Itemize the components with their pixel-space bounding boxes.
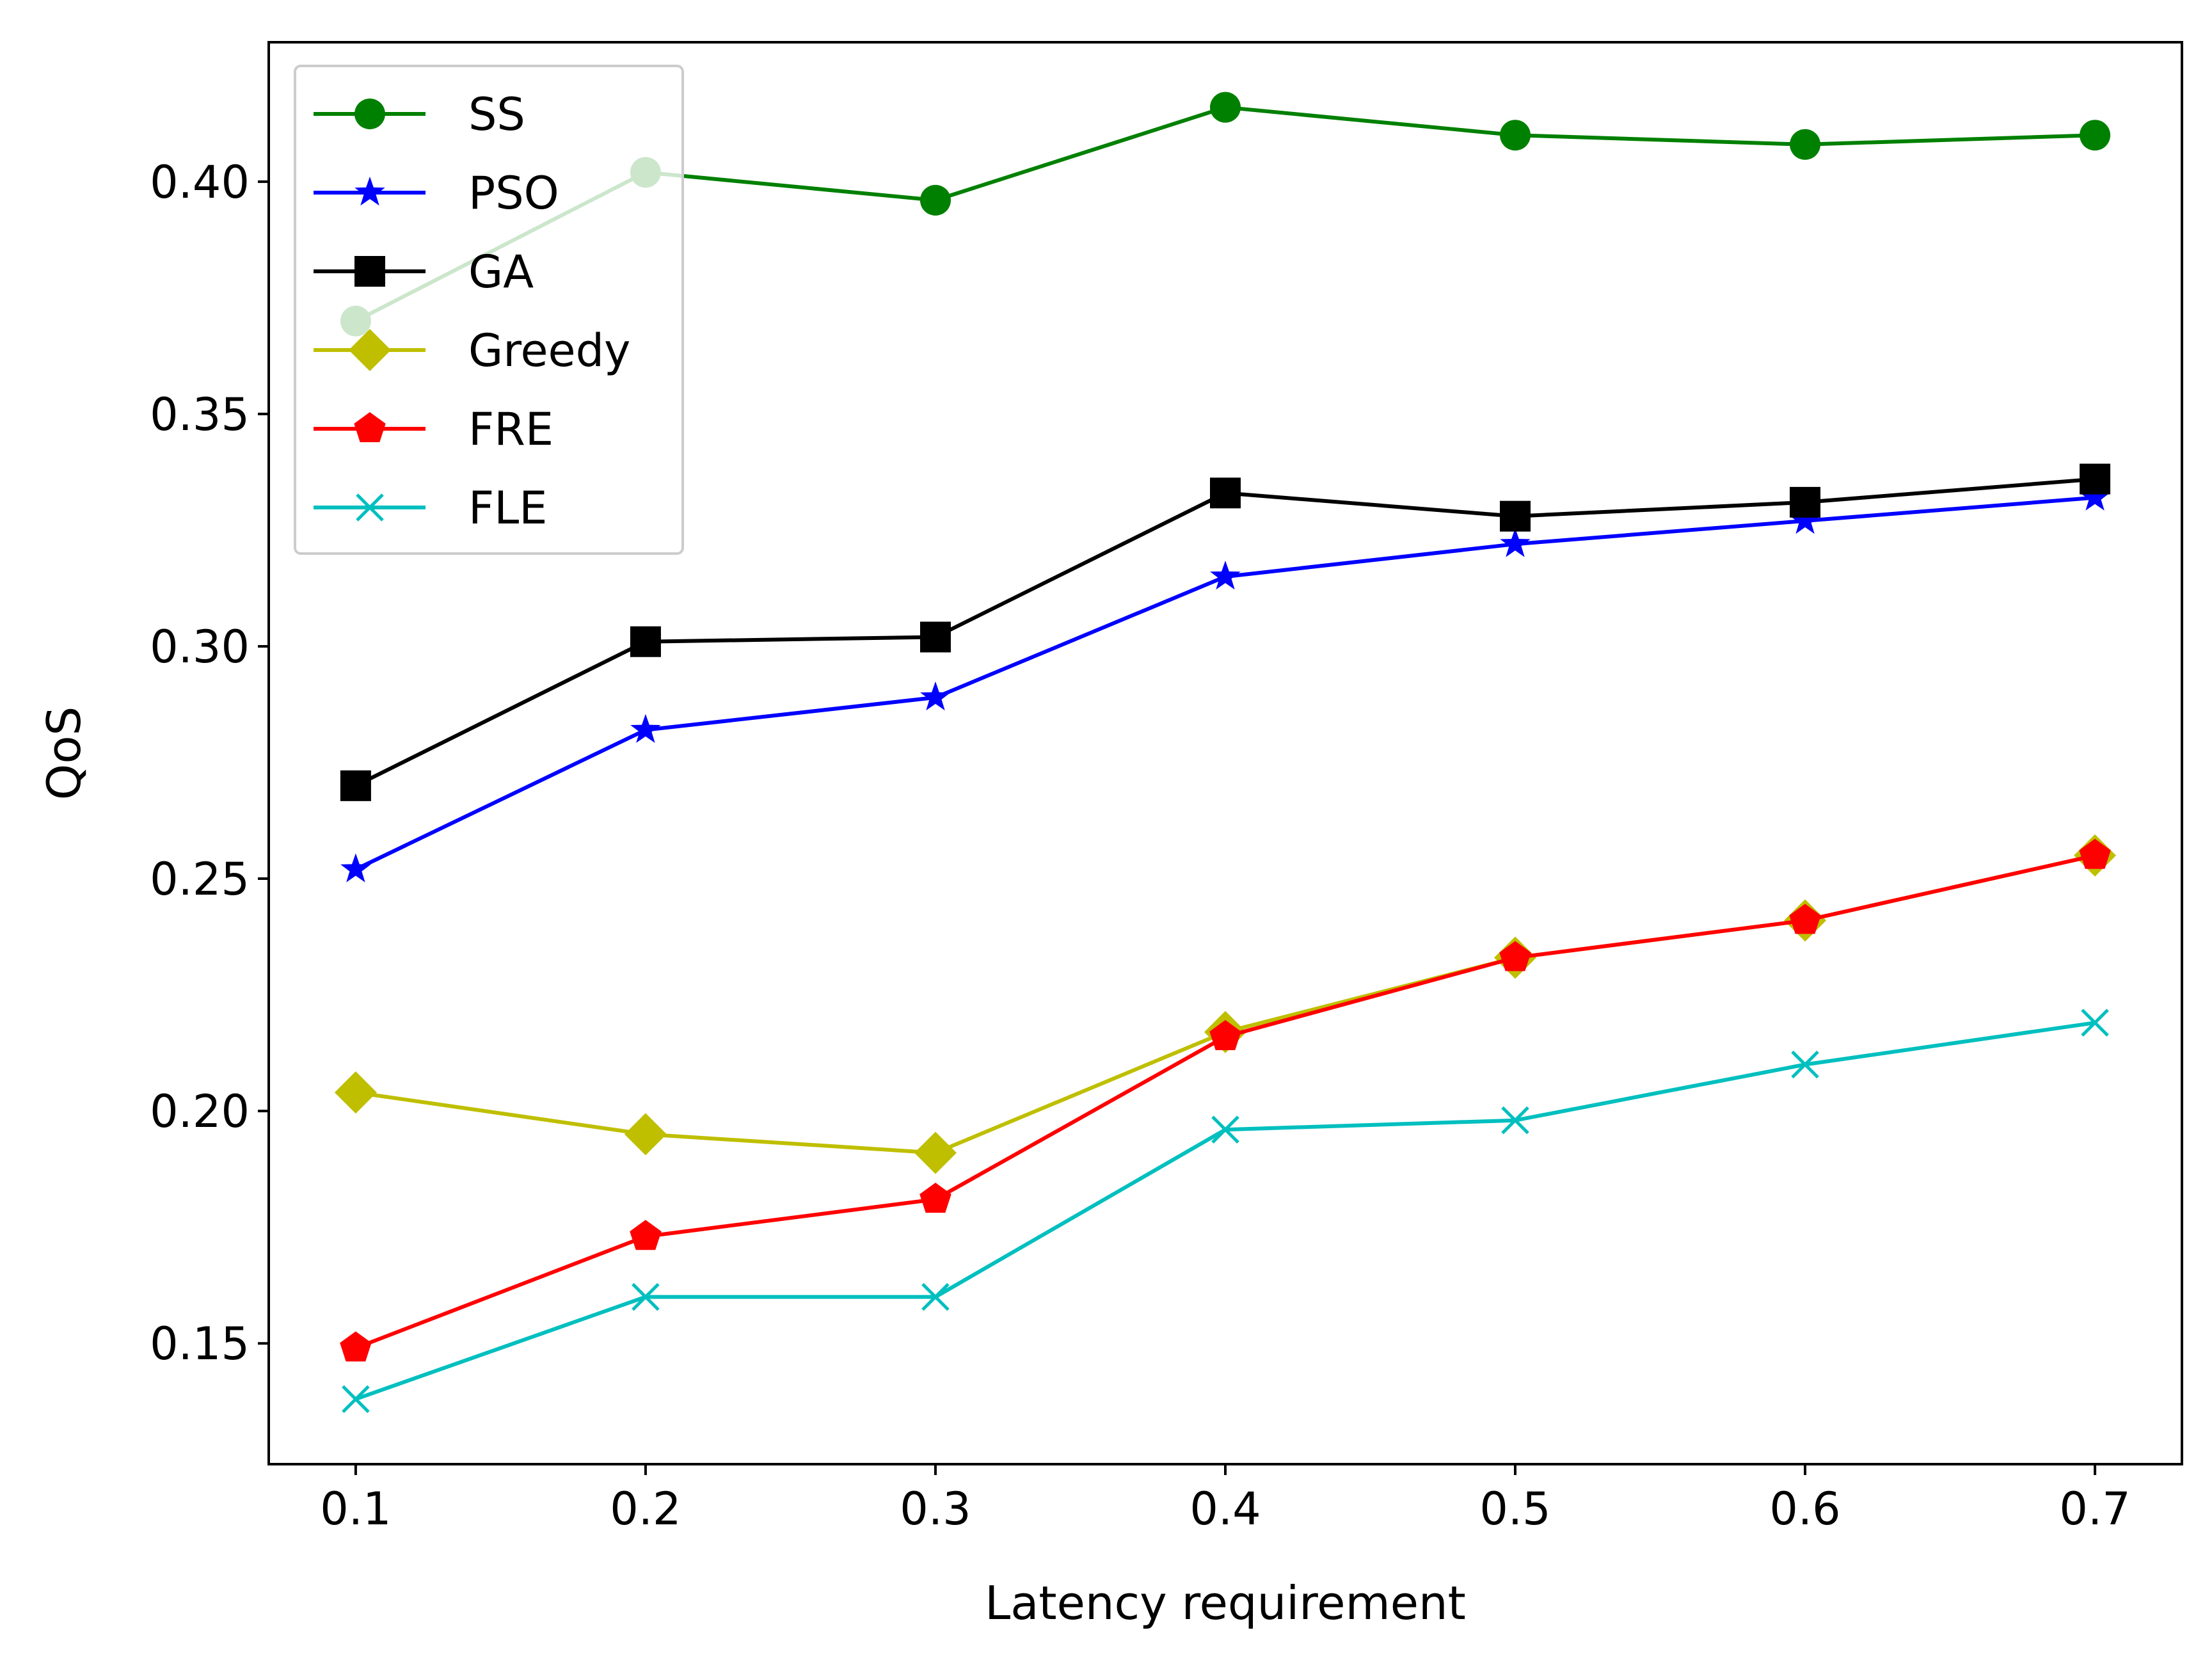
- data-point-ga: [1210, 477, 1241, 509]
- data-point-fre: [1789, 904, 1821, 934]
- legend-label-fle: FLE: [468, 482, 548, 534]
- data-point-ga: [919, 621, 951, 653]
- data-point-fle: [342, 1385, 370, 1414]
- legend-item-ga: GA: [314, 246, 534, 298]
- legend-item-fre: FRE: [314, 403, 553, 456]
- data-point-ga: [1500, 500, 1531, 532]
- legend: SS PSO GA Greedy FRE FLE: [294, 65, 684, 555]
- y-tick-label: 0.15: [150, 1318, 250, 1370]
- legend-label-ga: GA: [468, 246, 534, 298]
- x-tick-label: 0.5: [1479, 1483, 1550, 1535]
- legend-marker-fre: [354, 412, 386, 442]
- data-point-fre: [1499, 941, 1531, 971]
- x-tick-label: 0.7: [2059, 1483, 2130, 1535]
- data-point-pso: [920, 681, 951, 711]
- data-point-fle: [632, 1282, 660, 1311]
- data-point-pso: [340, 853, 371, 882]
- data-point-fle: [1791, 1050, 1819, 1079]
- data-point-ga: [2080, 463, 2111, 495]
- legend-item-fle: FLE: [314, 482, 548, 534]
- legend-item-pso: PSO: [314, 167, 559, 219]
- y-tick-label: 0.35: [150, 388, 250, 441]
- data-point-pso: [2080, 481, 2110, 511]
- y-axis-label: QoS: [37, 706, 91, 800]
- y-tick-label: 0.40: [150, 156, 250, 209]
- x-tick-label: 0.3: [900, 1483, 971, 1535]
- legend-label-fre: FRE: [468, 403, 553, 456]
- data-point-greedy: [914, 1131, 957, 1174]
- series-pso: [340, 481, 2110, 882]
- legend-item-greedy: Greedy: [314, 324, 630, 377]
- data-point-pso: [1210, 561, 1241, 590]
- data-point-fre: [1209, 1019, 1241, 1050]
- legend-marker-pso: [354, 177, 385, 206]
- legend-marker-greedy: [349, 329, 391, 371]
- legend-label-ss: SS: [468, 88, 525, 141]
- data-point-ga: [340, 770, 371, 801]
- data-point-ga: [1790, 486, 1821, 518]
- x-tick-label: 0.6: [1769, 1483, 1840, 1535]
- y-tick-label: 0.25: [150, 853, 250, 906]
- x-tick-label: 0.1: [320, 1483, 391, 1535]
- data-point-ss: [1790, 129, 1821, 160]
- data-point-ss: [1500, 120, 1531, 151]
- data-point-fre: [2079, 838, 2111, 869]
- data-point-fle: [1211, 1115, 1239, 1144]
- legend-marker-fle: [356, 493, 384, 522]
- legend-marker-ss: [354, 99, 385, 129]
- data-point-fle: [921, 1282, 950, 1311]
- series-fle: [342, 1009, 2109, 1414]
- data-point-fre: [630, 1220, 662, 1250]
- data-point-greedy: [334, 1071, 377, 1114]
- data-point-fre: [340, 1331, 372, 1362]
- axes-layer: 0.1 0.2 0.3 0.4 0.5 0.6 0.7 0.15 0.20 0.25 0.30 0.3…: [150, 156, 2131, 1535]
- data-point-fre: [919, 1183, 951, 1213]
- x-tick-label: 0.2: [610, 1483, 681, 1535]
- x-tick-label: 0.4: [1190, 1483, 1261, 1535]
- series-ga: [340, 463, 2111, 801]
- data-point-fle: [2081, 1009, 2109, 1037]
- legend-label-pso: PSO: [468, 167, 559, 219]
- data-point-ss: [1210, 92, 1241, 123]
- legend-label-greedy: Greedy: [468, 324, 630, 377]
- x-axis-label: Latency requirement: [985, 1576, 1466, 1630]
- data-point-pso: [1790, 504, 1820, 534]
- data-point-ss: [2080, 120, 2111, 151]
- legend-marker-ga: [354, 256, 385, 287]
- data-point-ss: [919, 184, 951, 216]
- data-point-fle: [1501, 1106, 1529, 1135]
- legend-item-ss: SS: [314, 88, 525, 141]
- y-tick-label: 0.20: [150, 1085, 250, 1138]
- data-point-pso: [1500, 528, 1531, 557]
- y-tick-label: 0.30: [150, 621, 250, 673]
- legend-box: [294, 65, 684, 555]
- data-point-pso: [630, 714, 661, 743]
- data-point-greedy: [624, 1113, 667, 1156]
- data-point-ga: [630, 626, 661, 657]
- series-fre: [340, 838, 2111, 1362]
